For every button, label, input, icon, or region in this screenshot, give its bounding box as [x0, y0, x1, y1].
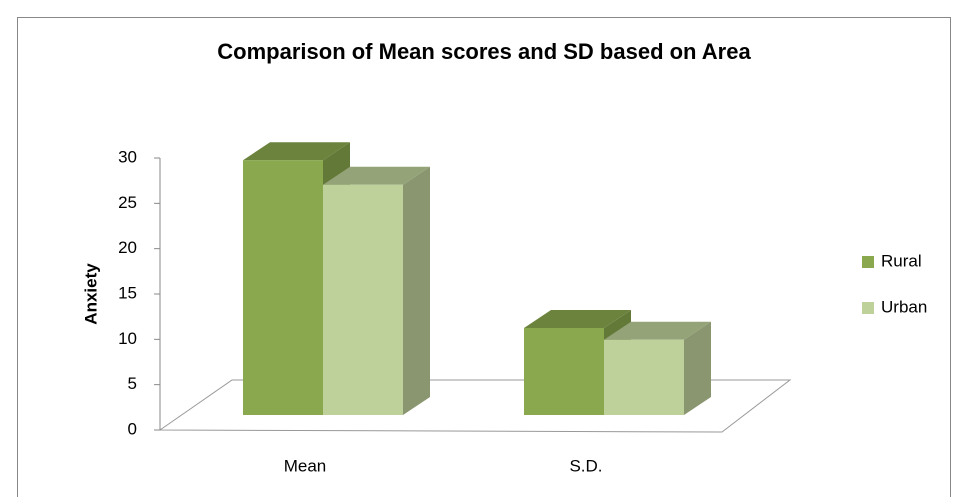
bar: [323, 184, 403, 415]
legend-label: Rural: [881, 251, 922, 270]
bar: [604, 339, 684, 415]
chart-title: Comparison of Mean scores and SD based o…: [217, 39, 751, 64]
y-axis-title: Anxiety: [81, 263, 100, 325]
x-tick-label: Mean: [284, 456, 327, 475]
legend-swatch: [862, 302, 874, 314]
bar-top: [243, 142, 350, 161]
legend-swatch: [862, 256, 874, 268]
y-tick-label: 0: [128, 419, 137, 438]
bar-side: [684, 321, 711, 415]
bar-side: [403, 166, 430, 415]
y-tick-label: 10: [118, 329, 137, 348]
y-tick-label: 5: [128, 374, 137, 393]
bar-top: [323, 166, 430, 185]
chart-frame: [17, 17, 951, 497]
y-tick-label: 15: [118, 283, 137, 302]
bar-top: [524, 309, 631, 328]
bar-top: [604, 321, 711, 340]
floor: [158, 379, 792, 433]
y-tick-label: 30: [118, 147, 137, 166]
bar: [524, 327, 604, 415]
legend-label: Urban: [881, 297, 927, 316]
bar: [243, 160, 323, 415]
x-tick-label: S.D.: [569, 456, 602, 475]
y-tick-label: 25: [118, 193, 137, 212]
y-tick-label: 20: [118, 238, 137, 257]
